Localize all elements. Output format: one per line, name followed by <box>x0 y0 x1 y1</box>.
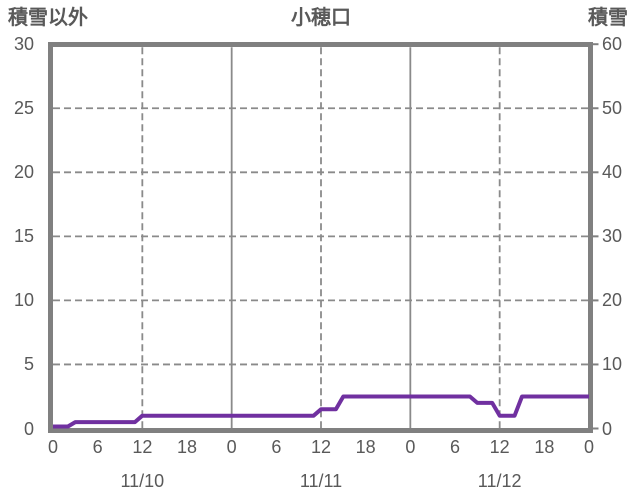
series-line-snow-depth <box>53 394 589 429</box>
x-axis-date-label: 11/12 <box>477 471 522 491</box>
y-axis-tick-left: 25 <box>13 98 34 119</box>
x-axis-tick: 12 <box>310 437 332 457</box>
y-axis-tick-right: 50 <box>602 98 623 119</box>
y-axis-tick-right: 0 <box>602 418 613 439</box>
x-axis-tick: 18 <box>355 437 376 457</box>
right-axis-title: 積雪 <box>588 7 628 29</box>
y-axis-tick-left: 15 <box>13 226 34 247</box>
chart-title: 小穂口 <box>291 7 351 29</box>
x-axis-tick: 6 <box>92 437 103 457</box>
y-axis-tick-left: 5 <box>23 354 34 375</box>
y-axis-tick-left: 10 <box>13 290 34 311</box>
x-axis-tick: 18 <box>534 437 555 457</box>
y-axis-tick-left: 0 <box>23 418 34 439</box>
x-axis-tick: 0 <box>405 437 416 457</box>
y-axis-tick-right: 10 <box>602 354 623 375</box>
y-axis-tick-right: 30 <box>602 226 623 247</box>
x-axis-tick: 6 <box>271 437 282 457</box>
x-axis-tick: 6 <box>449 437 461 457</box>
x-axis-tick: 0 <box>583 437 595 457</box>
x-axis-tick: 12 <box>132 437 153 457</box>
x-axis-date-label: 11/10 <box>120 471 165 491</box>
x-axis-date-label: 11/11 <box>299 471 343 491</box>
chart-frame <box>48 42 593 433</box>
y-axis-tick-right: 60 <box>602 34 623 55</box>
x-axis-tick: 18 <box>176 437 198 457</box>
y-axis-tick-left: 20 <box>13 162 34 183</box>
x-axis-tick: 0 <box>47 437 59 457</box>
x-axis-tick: 12 <box>489 437 510 457</box>
y-axis-tick-left: 30 <box>13 34 34 55</box>
left-axis-title: 積雪以外 <box>8 7 88 29</box>
x-axis-tick: 0 <box>226 437 237 457</box>
y-axis-tick-right: 40 <box>602 162 623 183</box>
y-axis-tick-right: 20 <box>602 290 623 311</box>
